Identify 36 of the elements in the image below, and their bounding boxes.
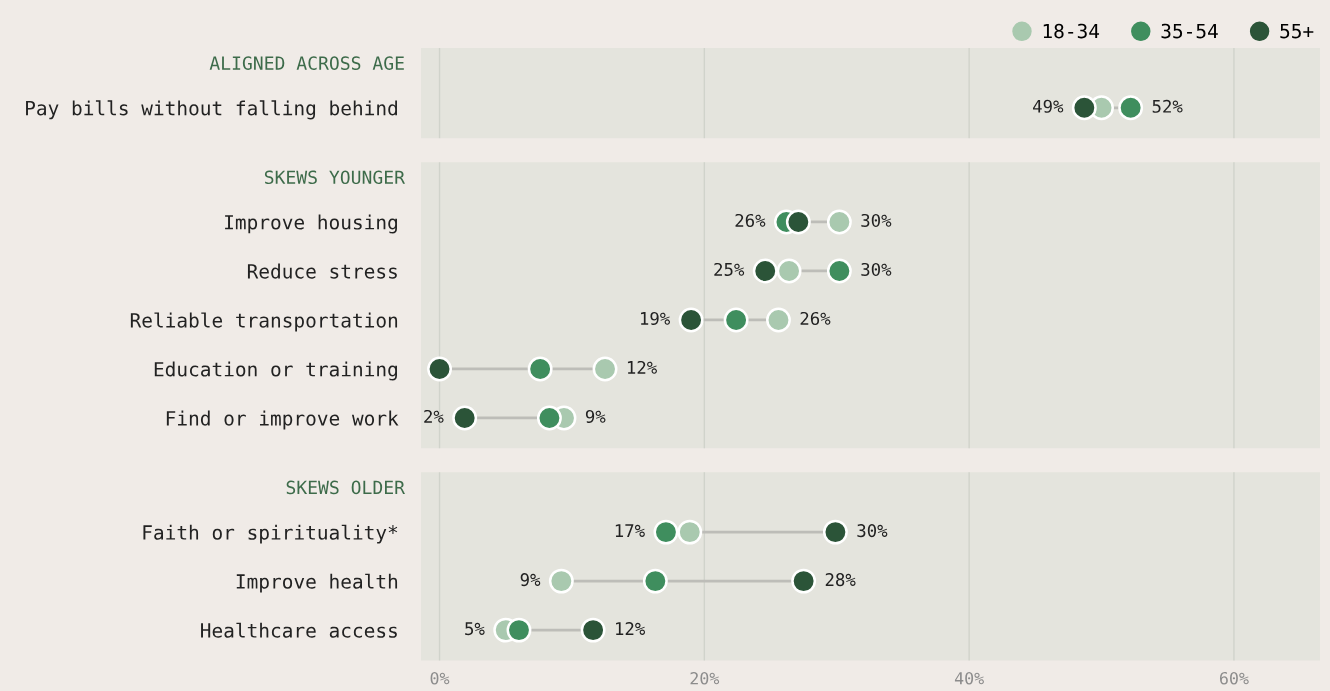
data-label: 49% — [1033, 99, 1064, 113]
data-label: 12% — [627, 360, 657, 374]
y-tick-label: Improve housing — [225, 214, 397, 234]
x-tick-label: 60% — [1219, 671, 1249, 685]
data-label: 26% — [735, 213, 766, 228]
data-label: 30% — [861, 213, 892, 228]
y-tick-label: Pay bills without falling behind — [26, 100, 397, 120]
data-label: 9% — [520, 573, 541, 587]
y-tick-label: Healthcare access — [201, 622, 397, 638]
chart-title: ALIGNED ACROSS AGE — [209, 56, 404, 70]
data-label: 25% — [714, 262, 745, 277]
legend-label: 35-54 — [1161, 23, 1218, 39]
data-label: 9% — [585, 409, 606, 424]
data-label: 5% — [465, 622, 485, 636]
y-tick-label: Find or improve work — [166, 410, 399, 430]
legend-label: 18-34 — [1043, 23, 1100, 39]
data-label: 19% — [640, 311, 670, 326]
data-label: 17% — [615, 524, 645, 537]
x-tick-label: 20% — [690, 671, 720, 685]
data-label: 52% — [1152, 99, 1183, 113]
y-tick-label: Faith or spirituality* — [143, 524, 398, 544]
data-label: 26% — [800, 311, 831, 326]
x-tick-label: 40% — [954, 671, 984, 685]
chart-title: SKEWS YOUNGER — [264, 170, 405, 185]
y-tick-label: Reliable transportation — [130, 312, 398, 332]
legend-label: 55+ — [1280, 23, 1314, 39]
chart-title: SKEWS OLDER — [286, 480, 405, 495]
y-tick-label: Education or training — [154, 361, 397, 381]
data-label: 12% — [616, 622, 646, 635]
x-tick-label: 0% — [430, 671, 450, 685]
data-label: 28% — [825, 573, 856, 587]
y-tick-label: Reduce stress — [247, 263, 397, 279]
data-label: 30% — [857, 524, 888, 538]
y-tick-label: Improve health — [236, 573, 398, 593]
data-label: 30% — [861, 262, 892, 277]
data-label: 2% — [424, 409, 444, 423]
